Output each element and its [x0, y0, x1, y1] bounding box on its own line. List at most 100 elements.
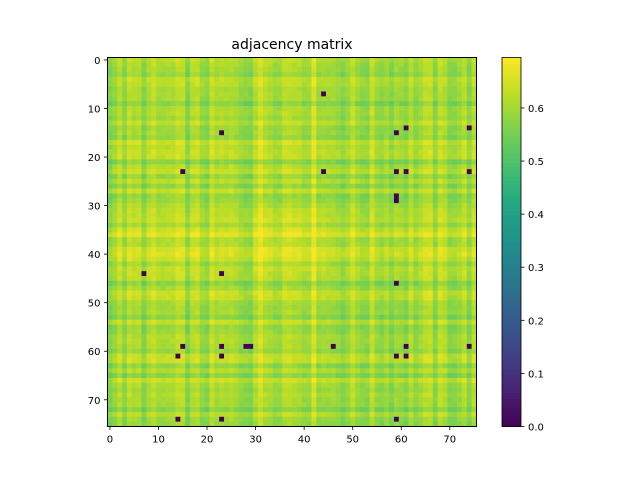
heatmap-cell	[408, 343, 414, 350]
heatmap-cell	[301, 115, 307, 121]
heatmap-cell	[136, 368, 142, 374]
heatmap-cell	[306, 188, 312, 194]
heatmap-cell	[243, 178, 249, 185]
heatmap-cell	[194, 76, 201, 83]
heatmap-cell	[180, 363, 186, 369]
heatmap-cell	[369, 81, 375, 87]
heatmap-cell	[384, 135, 390, 141]
heatmap-cell	[418, 324, 424, 330]
heatmap-cell	[170, 115, 176, 121]
heatmap-cell	[316, 295, 322, 301]
heatmap-cell	[185, 373, 191, 379]
heatmap-cell	[418, 343, 424, 350]
heatmap-cell	[325, 227, 332, 233]
heatmap-cell	[306, 285, 312, 291]
heatmap-cell	[204, 120, 210, 126]
heatmap-cell	[296, 101, 303, 107]
heatmap-cell	[267, 266, 273, 272]
heatmap-cell	[136, 183, 142, 189]
heatmap-cell	[160, 329, 167, 335]
heatmap-cell	[204, 319, 210, 325]
heatmap-cell	[287, 305, 293, 311]
heatmap-cell	[335, 368, 341, 374]
heatmap-cell	[253, 86, 259, 92]
heatmap-cell	[340, 339, 346, 345]
heatmap-cell	[359, 86, 366, 92]
heatmap-cell	[466, 203, 472, 209]
heatmap-cell	[209, 174, 215, 180]
heatmap-cell	[369, 300, 375, 306]
heatmap-cell	[335, 135, 341, 141]
heatmap-cell	[393, 353, 400, 359]
heatmap-cell	[374, 76, 380, 83]
heatmap-cell	[122, 363, 128, 369]
heatmap-cell	[427, 164, 434, 170]
heatmap-cell	[112, 305, 118, 311]
heatmap-cell	[393, 212, 400, 219]
heatmap-cell	[437, 169, 443, 175]
heatmap-cell	[350, 242, 356, 248]
heatmap-cell	[282, 237, 288, 243]
heatmap-cell	[238, 319, 244, 325]
heatmap-cell	[292, 91, 298, 97]
heatmap-cell	[418, 198, 424, 204]
heatmap-cell	[243, 62, 249, 68]
heatmap-cell	[170, 135, 176, 141]
heatmap-cell	[301, 368, 307, 374]
heatmap-cell	[204, 178, 210, 185]
heatmap-cell	[359, 183, 366, 189]
heatmap-cell	[165, 368, 171, 374]
heatmap-cell	[175, 343, 181, 350]
heatmap-cell	[214, 174, 220, 180]
heatmap-cell	[258, 72, 264, 78]
heatmap-cell	[136, 67, 142, 73]
heatmap-cell	[209, 334, 215, 340]
heatmap-cell	[393, 256, 400, 262]
heatmap-cell	[253, 353, 259, 359]
heatmap-cell	[165, 290, 171, 296]
heatmap-cell	[224, 305, 230, 311]
heatmap-cell	[170, 144, 176, 151]
heatmap-cell	[238, 237, 244, 243]
heatmap-cell	[194, 115, 201, 121]
heatmap-cell	[267, 368, 273, 374]
heatmap-cell	[156, 300, 162, 306]
heatmap-cell	[398, 198, 404, 204]
heatmap-cell	[418, 363, 424, 369]
heatmap-cell	[335, 198, 341, 204]
heatmap-cell	[243, 314, 249, 320]
heatmap-cell	[432, 154, 438, 160]
heatmap-cell	[457, 140, 463, 146]
heatmap-cell	[141, 324, 147, 330]
heatmap-cell	[228, 305, 235, 311]
heatmap-cell	[160, 81, 167, 87]
heatmap-cell	[224, 144, 230, 151]
heatmap-cell	[418, 334, 424, 340]
heatmap-cell	[345, 125, 351, 131]
heatmap-cell	[471, 295, 477, 301]
heatmap-cell	[359, 135, 366, 141]
heatmap-cell	[141, 246, 147, 253]
heatmap-cell	[311, 227, 317, 233]
heatmap-cell	[156, 208, 162, 214]
heatmap-cell	[340, 227, 346, 233]
heatmap-cell	[175, 67, 181, 73]
heatmap-cell	[204, 363, 210, 369]
heatmap-cell	[301, 86, 307, 92]
heatmap-cell	[170, 203, 176, 209]
heatmap-cell	[194, 368, 201, 374]
heatmap-cell	[292, 329, 298, 335]
heatmap-cell	[107, 309, 113, 316]
heatmap-cell	[282, 324, 288, 330]
heatmap-cell	[427, 242, 434, 248]
heatmap-cell	[321, 164, 327, 170]
heatmap-cell	[112, 91, 118, 97]
heatmap-cell	[131, 324, 137, 330]
heatmap-cell	[228, 237, 235, 243]
heatmap-cell	[301, 101, 307, 107]
heatmap-cell	[418, 348, 424, 354]
heatmap-cell	[423, 125, 429, 131]
heatmap-cell	[248, 246, 254, 253]
heatmap-cell	[248, 290, 254, 296]
heatmap-cell	[321, 275, 327, 282]
